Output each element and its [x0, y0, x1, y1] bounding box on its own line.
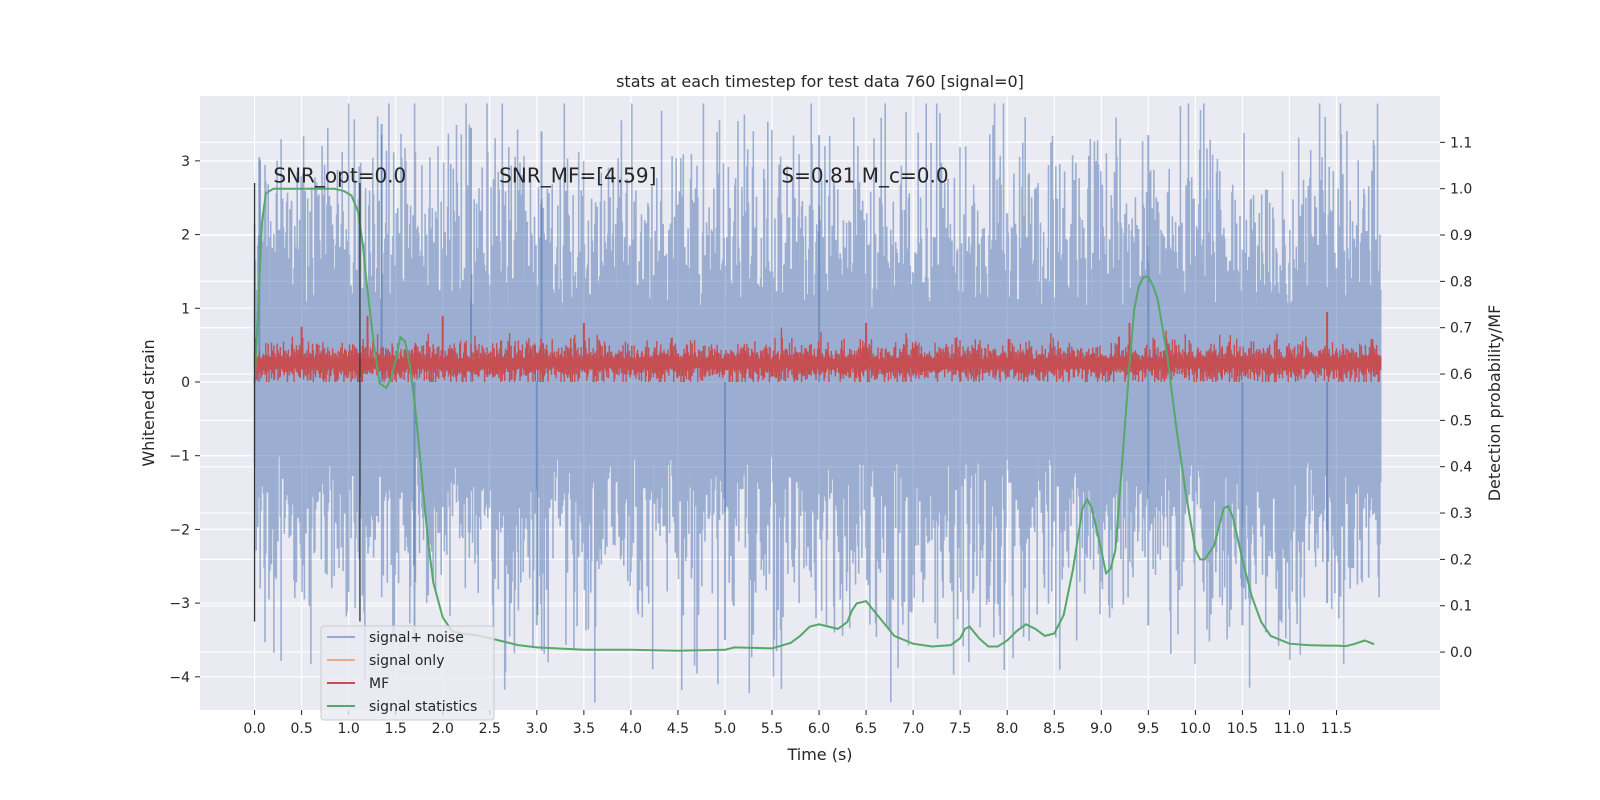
x-tick-label: 8.5	[1043, 721, 1065, 737]
x-tick-label: 8.0	[996, 721, 1018, 737]
x-tick-label: 6.5	[855, 721, 877, 737]
x-tick-label: 2.5	[479, 721, 501, 737]
x-tick-label: 2.0	[432, 721, 454, 737]
x-tick-label: 1.5	[385, 721, 407, 737]
y-tick-label: 1	[181, 301, 190, 317]
y2-axis-label: Detection probability/MF	[1485, 305, 1504, 502]
x-tick-label: 7.0	[902, 721, 924, 737]
x-tick-label: 10.0	[1180, 721, 1211, 737]
y2-tick-label: 0.0	[1450, 645, 1472, 661]
x-tick-label: 9.5	[1137, 721, 1159, 737]
y-tick-label: −2	[169, 522, 190, 538]
y-tick-label: 0	[181, 375, 190, 391]
legend-box	[320, 625, 495, 721]
x-tick-label: 11.0	[1274, 721, 1305, 737]
x-tick-label: 9.0	[1090, 721, 1112, 737]
x-tick-label: 1.0	[338, 721, 360, 737]
x-tick-label: 0.5	[290, 721, 312, 737]
x-tick-label: 10.5	[1227, 721, 1258, 737]
y2-tick-label: 0.8	[1450, 274, 1472, 290]
y2-tick-label: 0.3	[1450, 506, 1472, 522]
x-tick-label: 11.5	[1321, 721, 1352, 737]
y2-tick-label: 0.4	[1450, 460, 1472, 476]
chart-title: stats at each timestep for test data 760…	[616, 72, 1024, 91]
y2-tick-label: 0.2	[1450, 552, 1472, 568]
annotation-0: SNR_opt=0.0	[273, 164, 406, 188]
x-tick-label: 5.0	[714, 721, 736, 737]
series-layer	[253, 103, 1382, 703]
legend: signal+ noise signal only MF signal stat…	[320, 625, 495, 721]
x-ticks: 0.0 0.5 1.0 1.5 2.0 2.5 3.0 3.5 4.0 4.5 5.0 5.5 6.0 6…	[243, 710, 1352, 737]
y2-tick-label: 1.0	[1450, 182, 1472, 198]
vertical-lines	[253, 182, 361, 622]
y-tick-label: 3	[181, 154, 190, 170]
y2-tick-label: 1.1	[1450, 135, 1472, 151]
y2-tick-label: 0.5	[1450, 413, 1472, 429]
annotation-2: S=0.81 M_c=0.0	[781, 164, 948, 188]
y2-ticks: 0.0 0.1 0.2 0.3 0.4 0.5 0.6 0.7 0.8 0.9 1.0 1.1	[1440, 135, 1472, 661]
annotations: SNR_opt=0.0 SNR_MF=[4.59] S=0.81 M_c=0.0	[273, 164, 948, 188]
x-tick-label: 7.5	[949, 721, 971, 737]
y2-tick-label: 0.6	[1450, 367, 1472, 383]
x-axis-label: Time (s)	[786, 745, 852, 764]
x-tick-label: 3.5	[573, 721, 595, 737]
y-tick-label: 2	[181, 228, 190, 244]
y-tick-label: −4	[169, 670, 190, 686]
x-tick-label: 0.0	[243, 721, 265, 737]
y2-tick-label: 0.7	[1450, 321, 1472, 337]
series-mf-peaks	[300, 312, 1329, 360]
x-tick-label: 5.5	[761, 721, 783, 737]
x-tick-label: 3.0	[526, 721, 548, 737]
y-axis-label: Whitened strain	[139, 339, 158, 466]
legend-label-signal-statistics: signal statistics	[369, 699, 477, 715]
x-tick-label: 4.0	[620, 721, 642, 737]
legend-label-mf: MF	[369, 676, 389, 692]
series-signal-statistics	[253, 187, 1375, 652]
legend-label-signal-noise: signal+ noise	[369, 630, 464, 646]
y-tick-label: −3	[169, 596, 190, 612]
y2-tick-label: 0.1	[1450, 599, 1472, 615]
x-tick-label: 4.5	[667, 721, 689, 737]
y2-tick-label: 0.9	[1450, 228, 1472, 244]
annotation-1: SNR_MF=[4.59]	[499, 164, 656, 188]
y-tick-label: −1	[169, 449, 190, 465]
y-ticks: −4 −3 −2 −1 0 1 2 3	[169, 154, 200, 686]
legend-label-signal-only: signal only	[369, 653, 444, 669]
x-tick-label: 6.0	[808, 721, 830, 737]
